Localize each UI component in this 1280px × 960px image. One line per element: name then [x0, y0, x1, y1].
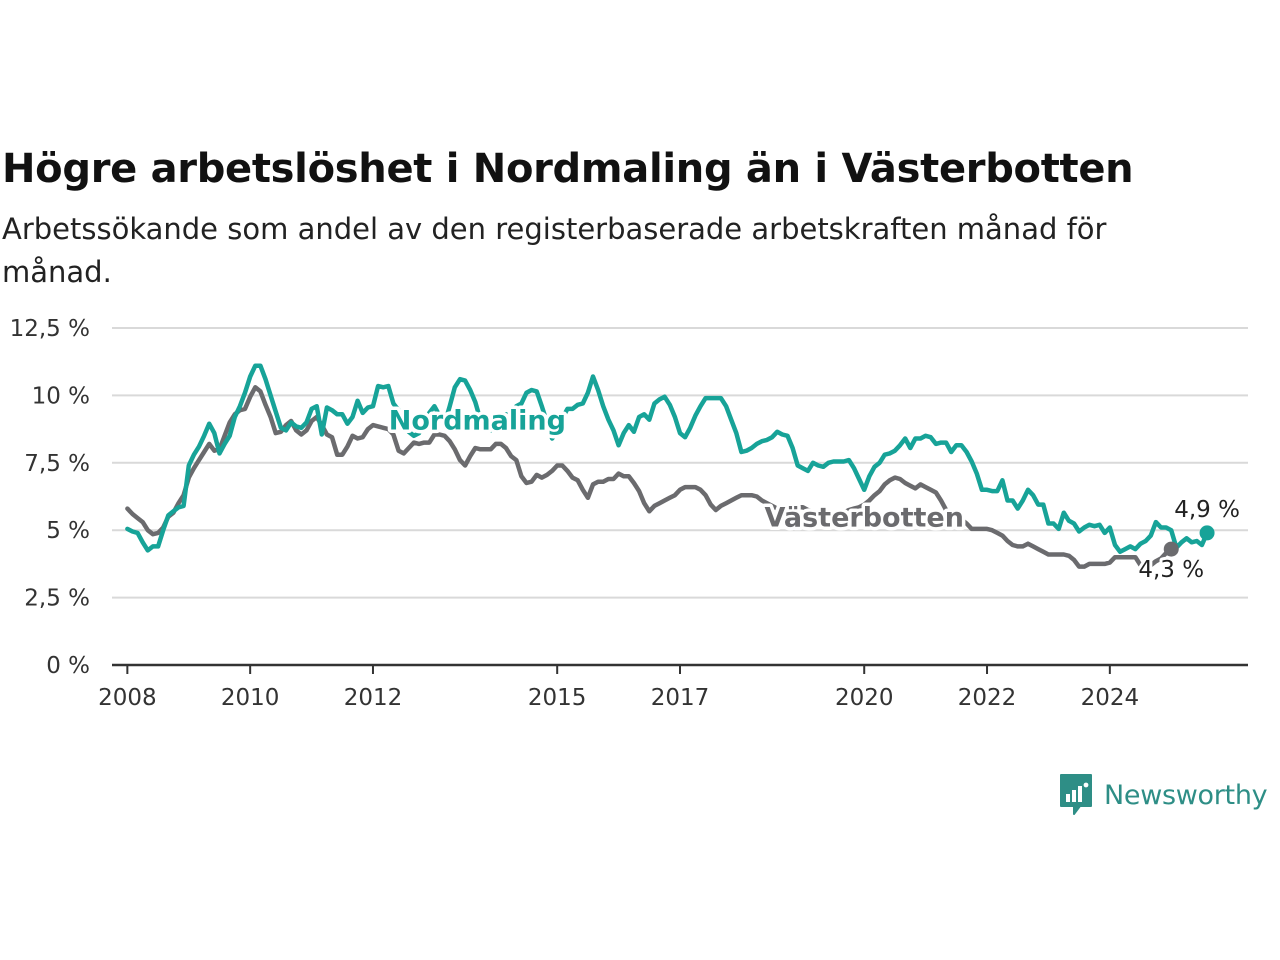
brand-logo: Newsworthy	[1058, 772, 1268, 818]
y-tick-label: 2,5 %	[24, 586, 90, 612]
chart-title: Högre arbetslöshet i Nordmaling än i Väs…	[2, 146, 1134, 192]
y-tick-label: 0 %	[46, 653, 90, 679]
x-axis: 2008 2010 2012 2015 2017 2020 2022 2024	[98, 663, 1248, 711]
gridlines	[112, 327, 1248, 599]
series-end-label: 4,3 %	[1138, 557, 1204, 583]
x-tick-label: 2008	[98, 685, 157, 711]
x-tick-label: 2024	[1081, 685, 1140, 711]
y-tick-label: 10 %	[32, 383, 90, 409]
series-lines	[125, 363, 1210, 569]
y-axis: 0 % 2,5 % 5 % 7,5 % 10 % 12,5 %	[10, 316, 90, 679]
brand-name: Newsworthy	[1104, 779, 1268, 811]
series-inline-label: Nordmaling	[389, 406, 566, 437]
newsworthy-logo-icon	[1060, 774, 1092, 815]
x-tick-label: 2012	[344, 685, 403, 711]
series-inline-label: Västerbotten	[764, 503, 963, 534]
y-tick-label: 5 %	[46, 518, 90, 544]
y-tick-label: 7,5 %	[24, 451, 90, 477]
x-tick-label: 2017	[651, 685, 710, 711]
y-tick-label: 12,5 %	[10, 316, 90, 342]
x-tick-label: 2015	[528, 685, 587, 711]
x-tick-label: 2022	[958, 685, 1017, 711]
series-line-vsterbotten	[125, 385, 1174, 569]
series-end-point	[1163, 541, 1179, 557]
series-line-nordmaling	[125, 363, 1210, 555]
x-tick-label: 2010	[221, 685, 280, 711]
series-labels: 4,9 % Nordmaling 4,3 % Västerbotten	[385, 402, 1243, 586]
chart-subtitle: Arbetssökande som andel av den registerb…	[2, 212, 1107, 289]
series-end-label: 4,9 %	[1174, 497, 1240, 523]
series-end-point	[1199, 525, 1215, 541]
x-tick-label: 2020	[835, 685, 894, 711]
